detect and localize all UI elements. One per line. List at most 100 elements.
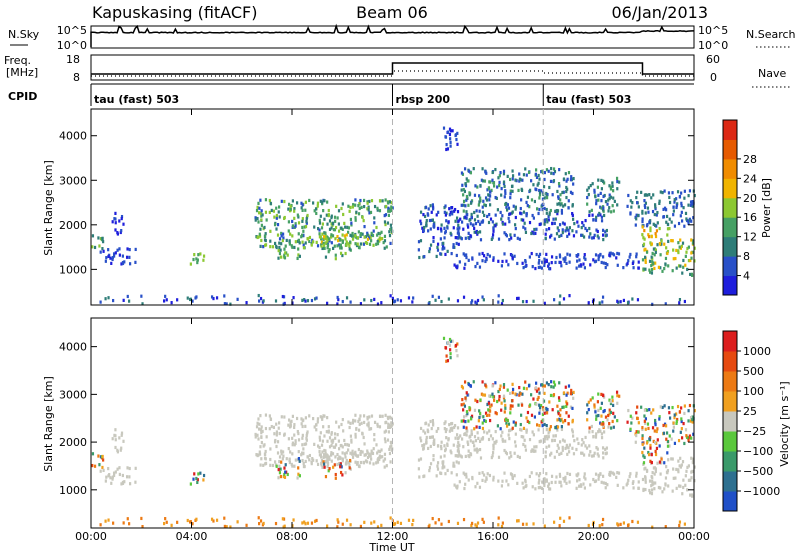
power-cell (645, 250, 649, 254)
power-cell (464, 184, 468, 188)
velocity-cell (545, 472, 548, 476)
power-cell (557, 181, 561, 186)
velocity-cell (337, 425, 341, 429)
power-cell (361, 232, 364, 236)
power-cell (351, 237, 355, 241)
velocity-cell (345, 451, 348, 455)
velocity-cell (566, 391, 569, 395)
velocity-cell (597, 430, 600, 434)
power-cell (649, 229, 652, 233)
velocity-cell (378, 425, 382, 429)
power-cell (229, 302, 232, 306)
velocity-cell (518, 385, 521, 390)
velocity-cell (428, 435, 432, 439)
velocity-cell (296, 476, 299, 480)
power-cell (538, 188, 541, 193)
power-cell (595, 228, 598, 232)
velocity-cell (263, 443, 266, 447)
velocity-cell (582, 441, 585, 445)
velocity-cell (683, 404, 686, 408)
power-cell (662, 215, 666, 219)
velocity-cell (379, 414, 382, 418)
power-cell (508, 238, 511, 242)
power-cell (165, 298, 168, 302)
power-cell (478, 252, 481, 256)
velocity-cell (334, 455, 337, 459)
power-cell (363, 298, 366, 302)
power-cell (445, 147, 448, 152)
power-cell (643, 248, 646, 252)
velocity-cell (431, 419, 435, 423)
velocity-cell (305, 432, 309, 436)
power-cell (598, 301, 601, 305)
velocity-cell (111, 477, 114, 481)
velocity-cell (276, 451, 280, 455)
velocity-cell (443, 454, 446, 458)
power-cell (337, 222, 340, 226)
velocity-cell (597, 454, 600, 458)
power-cell (466, 179, 469, 183)
power-cell (384, 198, 387, 202)
velocity-cell (432, 441, 435, 446)
velocity-cell (563, 479, 566, 483)
freq-panel: Freq. [MHz] 18 8 60 0 Nave (4, 53, 790, 88)
power-cell (654, 232, 657, 236)
velocity-cell (553, 520, 556, 524)
power-cell (567, 199, 570, 203)
power-cell (305, 221, 308, 225)
power-cell (212, 296, 215, 301)
velocity-cell (545, 445, 548, 449)
power-cell (504, 222, 507, 226)
power-cell (357, 212, 361, 216)
power-cell (687, 203, 690, 207)
power-cell (282, 236, 285, 240)
power-cell (419, 239, 423, 243)
power-cell (482, 298, 485, 302)
velocity-cell (349, 434, 353, 438)
power-cell (664, 302, 667, 306)
velocity-cell (523, 438, 526, 442)
power-cell (564, 229, 567, 233)
x-tick-label: 08:00 (276, 530, 308, 543)
power-cell (278, 205, 281, 209)
power-cell (538, 196, 541, 200)
power-cell (561, 230, 564, 235)
power-cell (102, 240, 105, 244)
power-cell (683, 299, 686, 304)
velocity-cell (112, 471, 116, 475)
velocity-cell (503, 471, 506, 475)
velocity-cell (554, 425, 557, 429)
velocity-cell (648, 437, 651, 441)
power-cell (601, 228, 605, 232)
velocity-cell (91, 452, 95, 456)
velocity-cell (361, 432, 364, 436)
colorbar-swatch (723, 158, 737, 179)
power-cell (322, 209, 325, 213)
velocity-cell (297, 438, 301, 442)
power-cell (532, 216, 535, 220)
velocity-cell (259, 519, 263, 523)
velocity-cell (659, 486, 662, 490)
power-cell (494, 167, 497, 172)
velocity-cell (256, 421, 259, 425)
velocity-cell (577, 472, 580, 476)
power-cell (371, 233, 375, 238)
velocity-cell (112, 521, 115, 525)
velocity-cell (541, 412, 545, 417)
velocity-cell (558, 398, 561, 402)
power-cell (428, 218, 432, 223)
power-cell (582, 262, 585, 266)
velocity-cell (552, 385, 555, 389)
velocity-cell (551, 408, 554, 412)
velocity-cell (278, 421, 281, 425)
power-cell (492, 227, 495, 231)
velocity-cell (693, 465, 696, 469)
power-cell (655, 229, 659, 233)
power-cell (423, 225, 426, 230)
nsearch-label: N.Search (746, 28, 796, 41)
velocity-cell (567, 414, 570, 418)
power-cell (457, 232, 460, 236)
velocity-cell (281, 517, 284, 521)
power-cell (519, 206, 522, 211)
